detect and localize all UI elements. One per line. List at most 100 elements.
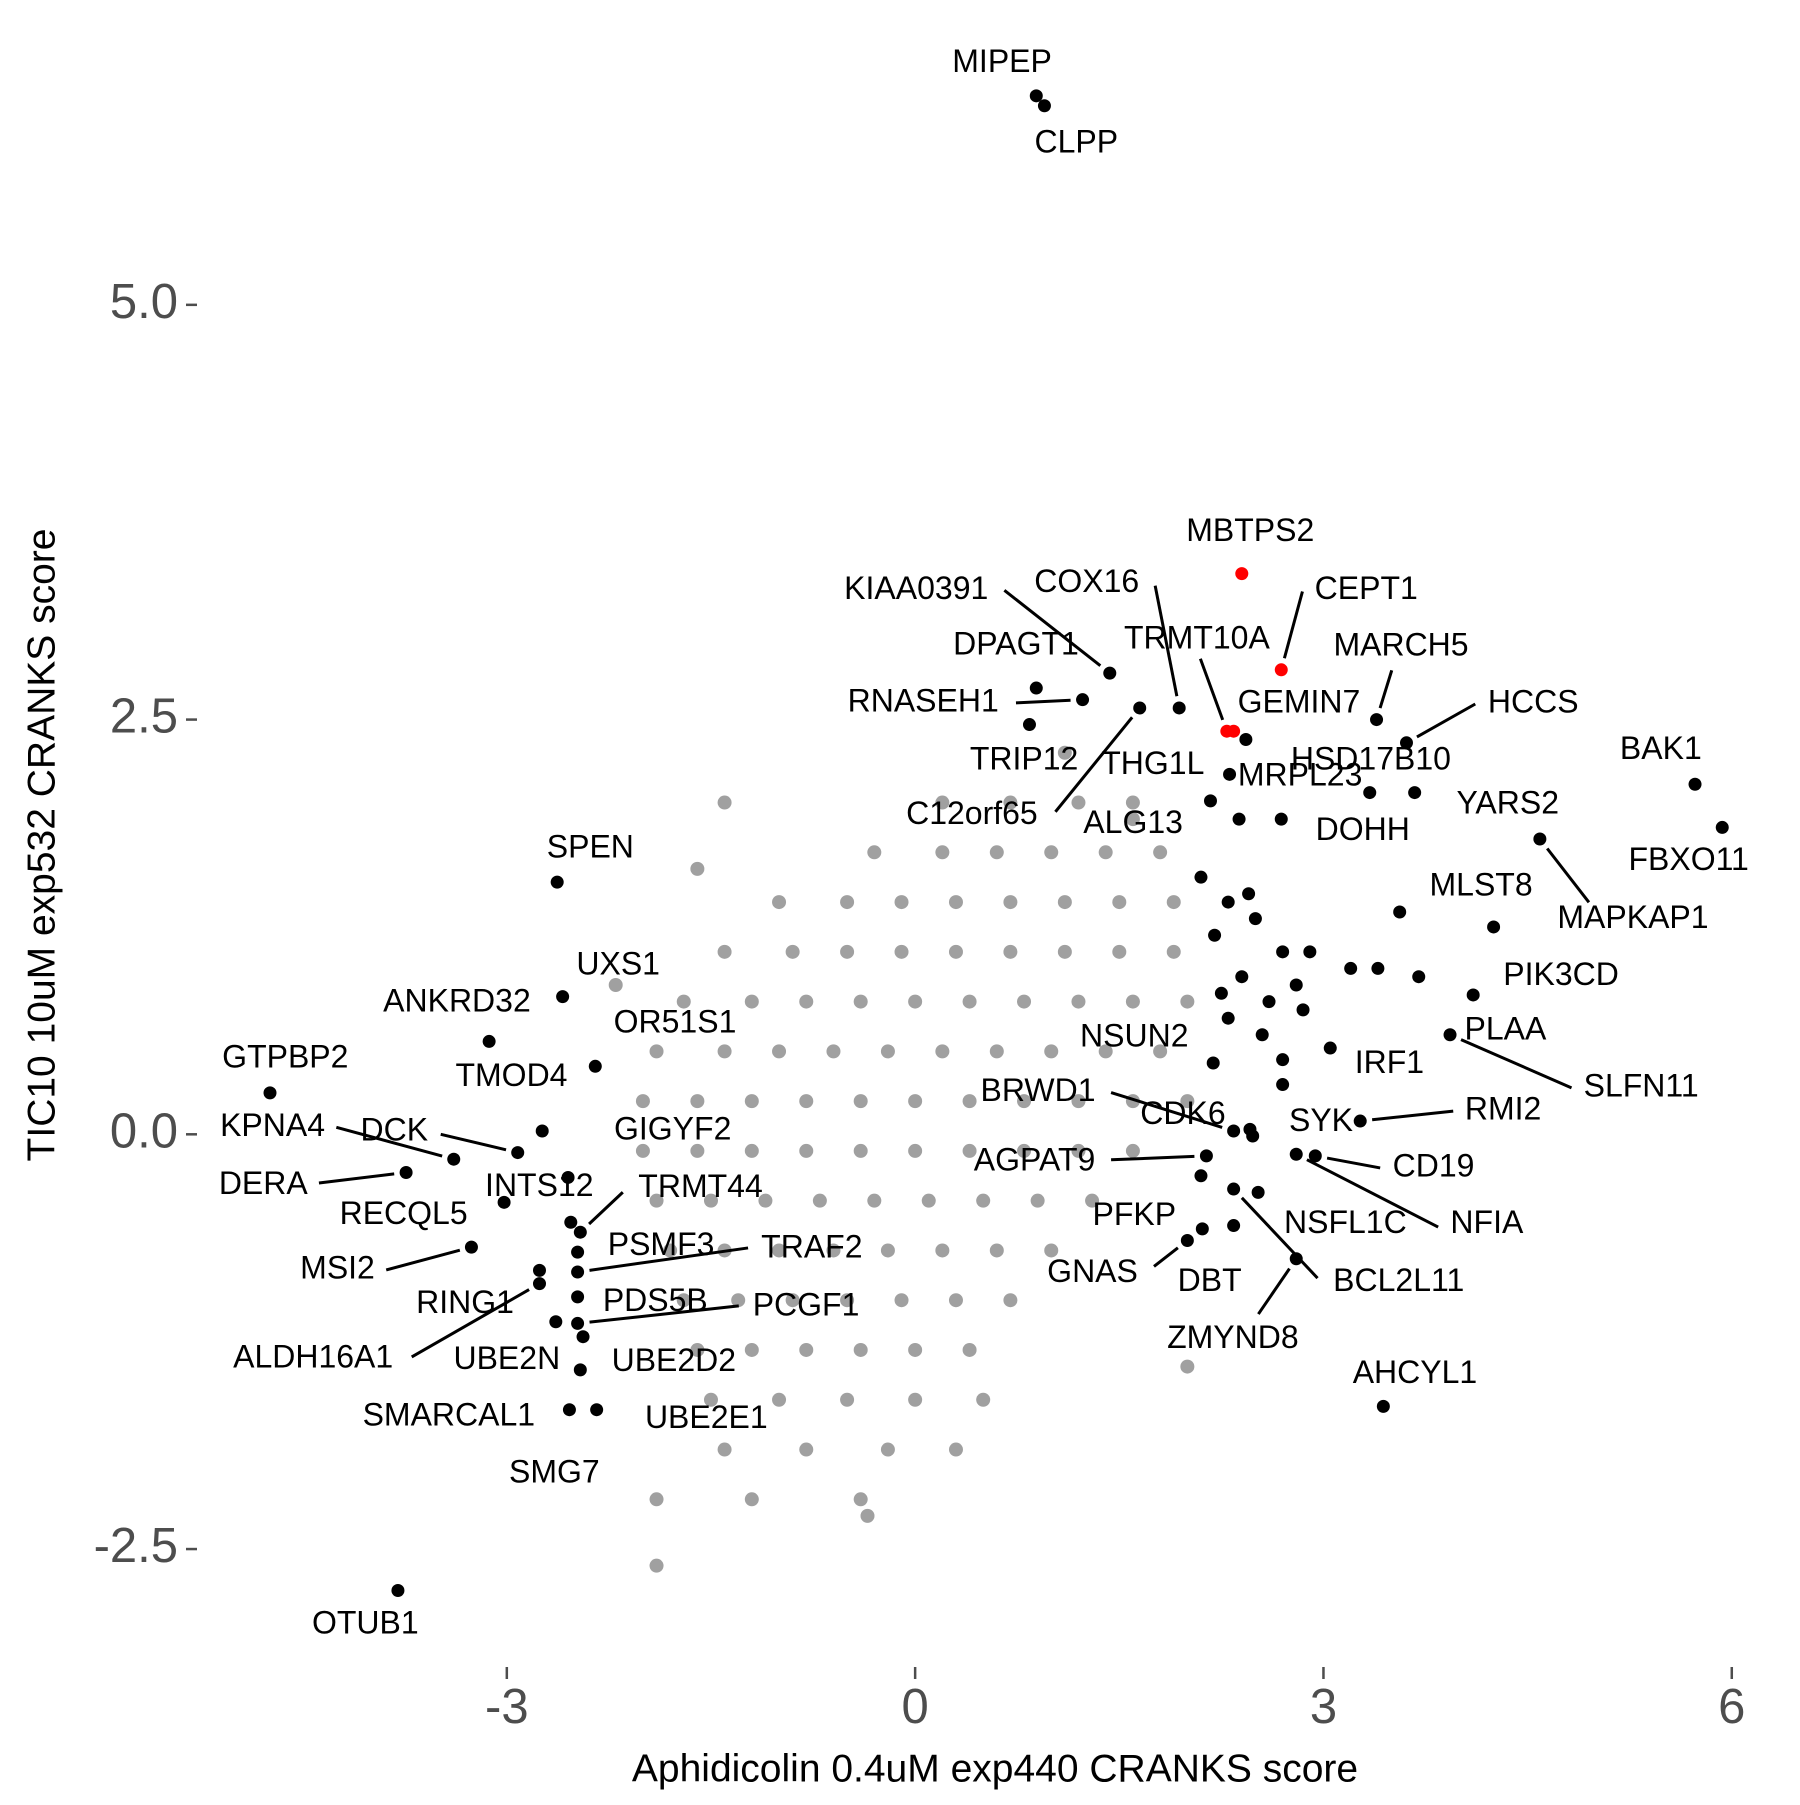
- point: [1076, 693, 1090, 707]
- point: [550, 875, 564, 889]
- point: [703, 1392, 718, 1407]
- point: [1180, 1094, 1195, 1109]
- point: [1533, 832, 1547, 846]
- x-tick-label: -3: [485, 1680, 529, 1734]
- point: [717, 944, 732, 959]
- point: [1289, 1252, 1303, 1266]
- point-label: GIGYF2: [614, 1110, 731, 1146]
- point: [1112, 895, 1127, 910]
- point: [1276, 1053, 1290, 1067]
- point: [1180, 1359, 1195, 1374]
- point-label: MAPKAP1: [1557, 899, 1708, 935]
- point: [1195, 1222, 1209, 1236]
- point-label: MLST8: [1429, 867, 1532, 903]
- point: [1133, 701, 1147, 715]
- x-axis-title: Aphidicolin 0.4uM exp440 CRANKS score: [632, 1747, 1358, 1790]
- point: [908, 1342, 923, 1357]
- point: [1044, 845, 1059, 860]
- point: [799, 994, 814, 1009]
- leader-line: [1153, 1246, 1179, 1268]
- point: [1227, 1182, 1241, 1196]
- point: [1057, 895, 1072, 910]
- point: [1239, 732, 1253, 746]
- point-label: HSD17B10: [1291, 740, 1451, 776]
- point: [649, 1558, 664, 1573]
- x-tick-label: 6: [1718, 1680, 1745, 1734]
- point: [562, 1403, 576, 1417]
- point: [549, 1315, 563, 1329]
- point: [1323, 1041, 1337, 1055]
- point: [772, 1392, 787, 1407]
- point-label: PIK3CD: [1503, 956, 1619, 992]
- point: [690, 1094, 705, 1109]
- point: [1125, 812, 1140, 827]
- point: [1030, 1193, 1045, 1208]
- point: [1208, 928, 1222, 942]
- point-label: NSUN2: [1080, 1017, 1188, 1053]
- point: [1715, 820, 1729, 834]
- point: [1289, 1147, 1303, 1161]
- point: [1194, 1169, 1208, 1183]
- point: [989, 845, 1004, 860]
- point: [571, 1265, 585, 1279]
- point: [571, 1316, 585, 1330]
- point: [391, 1584, 405, 1598]
- point: [571, 1290, 585, 1304]
- point: [1057, 745, 1072, 760]
- point: [935, 1243, 950, 1258]
- leader-line: [588, 1191, 624, 1226]
- point: [1098, 845, 1113, 860]
- point: [1289, 978, 1303, 992]
- leader-line: [1282, 591, 1304, 659]
- point: [1214, 986, 1228, 1000]
- point: [758, 1193, 773, 1208]
- point: [1344, 961, 1358, 975]
- leader-line: [589, 1304, 739, 1324]
- leader-line: [1378, 669, 1394, 709]
- point-label: TRIP12: [970, 740, 1078, 776]
- point: [1029, 681, 1043, 695]
- point: [564, 1215, 578, 1229]
- point: [785, 944, 800, 959]
- leader-line: [1111, 1154, 1195, 1162]
- point: [799, 1094, 814, 1109]
- point: [1227, 1219, 1241, 1233]
- point-label: C12orf65: [906, 795, 1038, 831]
- point: [853, 1143, 868, 1158]
- point-label: RING1: [416, 1284, 514, 1320]
- point-label: ZMYND8: [1167, 1319, 1299, 1355]
- point-label: DPAGT1: [953, 625, 1079, 661]
- leader-line: [385, 1248, 461, 1272]
- point: [744, 1342, 759, 1357]
- point: [799, 1342, 814, 1357]
- point: [1227, 724, 1241, 738]
- point: [1303, 945, 1317, 959]
- point: [1296, 1003, 1310, 1017]
- point: [1112, 944, 1127, 959]
- point: [1353, 1114, 1367, 1128]
- point-label: HCCS: [1488, 683, 1579, 719]
- point: [772, 1243, 787, 1258]
- point: [1688, 777, 1702, 791]
- point: [482, 1034, 496, 1048]
- point: [1399, 736, 1413, 750]
- point-label: UBE2N: [453, 1340, 560, 1376]
- leader-line: [589, 1246, 749, 1272]
- point: [1248, 912, 1262, 926]
- point: [1044, 1243, 1059, 1258]
- point: [1376, 1399, 1390, 1413]
- point: [1227, 1124, 1241, 1138]
- point: [1098, 1044, 1113, 1059]
- leader-line: [1240, 1196, 1319, 1280]
- point-label: YARS2: [1456, 784, 1559, 820]
- point: [880, 1442, 895, 1457]
- y-tick-label: 5.0: [110, 275, 178, 329]
- point: [590, 1403, 604, 1417]
- point: [1408, 786, 1422, 800]
- point: [921, 1193, 936, 1208]
- point: [263, 1086, 277, 1100]
- point: [840, 1392, 855, 1407]
- point: [908, 994, 923, 1009]
- point: [1180, 994, 1195, 1009]
